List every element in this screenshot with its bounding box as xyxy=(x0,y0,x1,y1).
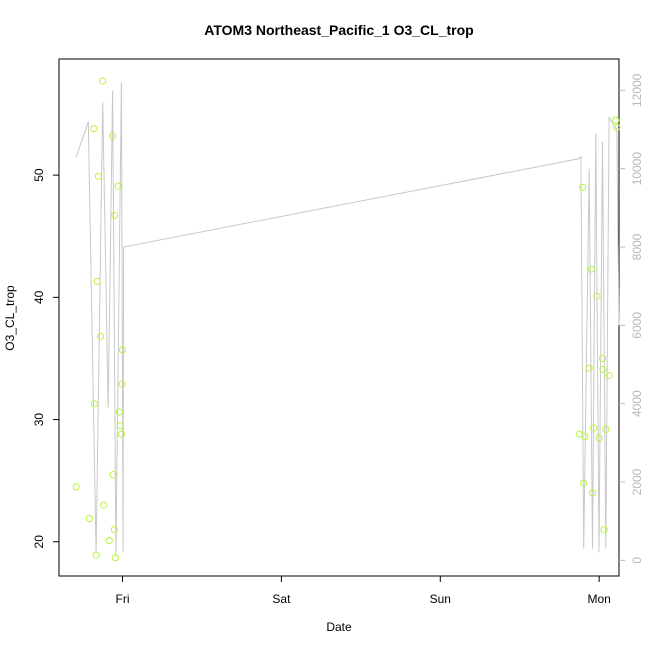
y-axis-left: 20 30 40 50 xyxy=(32,168,59,548)
data-point xyxy=(92,551,100,559)
data-point xyxy=(115,408,123,416)
y2-tick-label: 10000 xyxy=(630,152,644,186)
data-point xyxy=(109,471,117,479)
data-point xyxy=(93,277,101,285)
data-point xyxy=(588,489,597,497)
y2-tick-label: 2000 xyxy=(630,468,644,495)
y2-tick-label: 12000 xyxy=(630,73,644,107)
data-point xyxy=(110,526,118,534)
x-tick-label: Sun xyxy=(430,592,451,606)
data-point xyxy=(612,116,620,124)
data-point xyxy=(590,424,598,432)
data-point xyxy=(580,479,588,487)
data-point xyxy=(581,433,589,441)
y-tick-label: 40 xyxy=(32,290,46,304)
data-point xyxy=(90,400,99,408)
points-layer xyxy=(72,77,621,562)
data-point xyxy=(72,483,80,491)
data-point xyxy=(579,183,587,191)
y2-tick-label: 0 xyxy=(630,557,644,564)
y-tick-label: 30 xyxy=(32,413,46,427)
data-point xyxy=(96,332,105,340)
data-point xyxy=(105,537,113,545)
data-point xyxy=(117,430,126,438)
data-point xyxy=(99,77,107,85)
y-tick-label: 50 xyxy=(32,168,46,182)
data-point xyxy=(94,172,102,180)
series-line-layer xyxy=(75,82,620,557)
data-point xyxy=(595,434,603,442)
chart-title: ATOM3 Northeast_Pacific_1 O3_CL_trop xyxy=(204,22,473,38)
y2-tick-label: 8000 xyxy=(630,233,644,260)
data-point xyxy=(85,515,94,523)
data-point xyxy=(118,380,126,388)
data-point xyxy=(613,123,621,132)
x-tick-label: Sat xyxy=(272,592,291,606)
x-tick-label: Fri xyxy=(116,592,130,606)
data-point xyxy=(109,132,117,140)
y-tick-label: 20 xyxy=(32,535,46,549)
y-axis-right: 0 2000 4000 6000 8000 10000 12000 xyxy=(619,73,644,564)
data-point xyxy=(598,354,607,362)
data-point xyxy=(599,365,607,373)
data-point xyxy=(111,554,120,562)
data-point xyxy=(605,372,613,380)
data-point xyxy=(600,526,608,534)
series-line xyxy=(75,82,620,557)
plot-area-frame xyxy=(58,58,620,577)
data-point xyxy=(100,501,108,509)
data-point xyxy=(602,425,610,433)
x-axis-label: Date xyxy=(326,620,352,634)
data-point xyxy=(111,211,119,219)
data-point xyxy=(116,422,124,430)
y-axis-label: O3_CL_trop xyxy=(3,285,17,351)
data-point xyxy=(114,182,122,190)
data-point xyxy=(585,364,593,372)
x-axis: Fri Sat Sun Mon xyxy=(116,576,611,606)
x-tick-label: Mon xyxy=(587,592,610,606)
y2-tick-label: 6000 xyxy=(630,312,644,339)
data-point xyxy=(90,125,98,133)
y2-tick-label: 4000 xyxy=(630,390,644,417)
data-point xyxy=(593,292,601,300)
data-point xyxy=(587,265,596,273)
data-point xyxy=(118,346,127,354)
